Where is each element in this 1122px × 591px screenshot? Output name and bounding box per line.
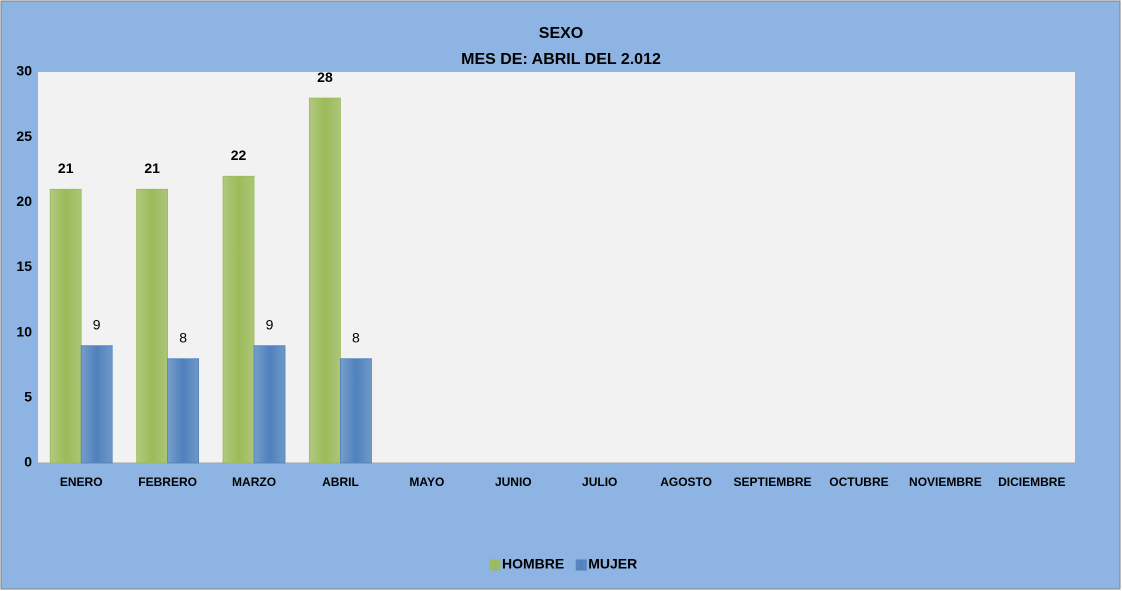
chart-title: SEXO: [539, 25, 583, 42]
legend-swatch: [489, 559, 501, 571]
x-tick-label: DICIEMBRE: [998, 475, 1065, 489]
x-tick-label: FEBRERO: [138, 475, 197, 489]
y-tick-label: 25: [16, 128, 32, 144]
bar: [49, 188, 82, 464]
bar: [340, 358, 372, 464]
legend-label: HOMBRE: [502, 556, 564, 572]
data-label: 21: [58, 160, 74, 176]
data-label: 9: [93, 316, 101, 332]
x-tick-label: MARZO: [232, 475, 276, 489]
data-label: 28: [317, 69, 333, 85]
bar: [80, 345, 113, 464]
data-label: 8: [352, 329, 360, 345]
x-tick-label: ENERO: [60, 475, 103, 489]
data-label: 9: [266, 316, 274, 332]
plot-area: [38, 72, 1075, 463]
x-tick-label: JULIO: [582, 475, 617, 489]
bar: [167, 358, 200, 464]
legend-swatch: [575, 559, 587, 571]
x-tick-label: OCTUBRE: [829, 475, 888, 489]
data-label: 22: [231, 147, 247, 163]
x-tick-label: MAYO: [409, 475, 444, 489]
x-tick-label: JUNIO: [495, 475, 532, 489]
bar: [222, 175, 255, 464]
x-tick-label: SEPTIEMBRE: [734, 475, 812, 489]
x-tick-label: NOVIEMBRE: [909, 475, 982, 489]
y-tick-label: 5: [24, 389, 32, 405]
y-tick-label: 30: [16, 63, 32, 79]
x-tick-label: AGOSTO: [660, 475, 712, 489]
bar: [253, 345, 286, 464]
y-tick-label: 20: [16, 193, 32, 209]
data-label: 21: [144, 160, 160, 176]
y-tick-label: 10: [16, 323, 32, 339]
data-label: 8: [179, 329, 187, 345]
x-tick-label: ABRIL: [322, 475, 359, 489]
y-tick-label: 0: [24, 454, 32, 470]
bar: [309, 97, 341, 464]
y-tick-label: 15: [16, 258, 32, 274]
chart-subtitle: MES DE: ABRIL DEL 2.012: [461, 51, 661, 68]
bar: [136, 188, 169, 464]
legend-label: MUJER: [588, 556, 637, 572]
